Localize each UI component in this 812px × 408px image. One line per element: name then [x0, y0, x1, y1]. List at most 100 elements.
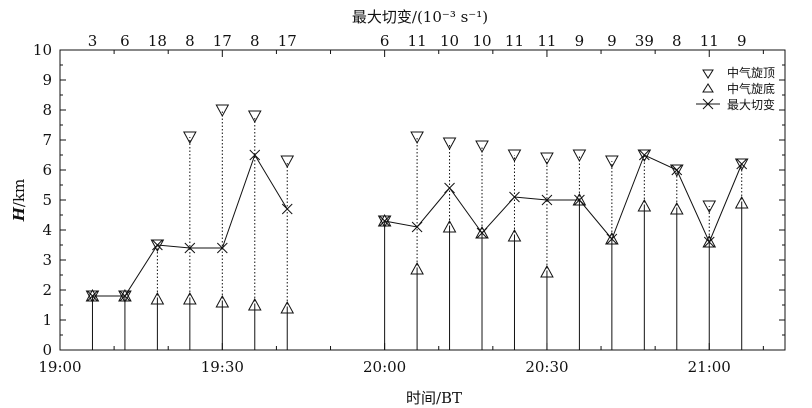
x-axis-label: 时间/BT [406, 389, 462, 407]
shear-marker [87, 290, 98, 302]
shear-marker [476, 227, 488, 239]
bottom-marker [410, 261, 424, 275]
axes-layer [59, 49, 786, 351]
y-tick-label: 10 [33, 41, 52, 59]
plot-frame [59, 49, 786, 351]
max-shear-label: 39 [635, 32, 654, 50]
bottom-marker [377, 213, 392, 227]
max-shear-label: 9 [607, 32, 617, 50]
top-marker [183, 131, 197, 145]
svg-text:H/km: H/km [10, 179, 28, 223]
max-shear-label: 9 [575, 32, 585, 50]
shear-marker [736, 158, 748, 170]
bottom-marker [215, 294, 230, 308]
shear-marker [671, 164, 683, 176]
max-shear-label: 11 [408, 32, 427, 50]
y-axis-label-group: H/km [10, 179, 28, 223]
max-shear-label: 11 [505, 32, 524, 50]
bottom-marker [280, 300, 295, 314]
y-axis-unit: /km [10, 179, 28, 207]
max-shear-label: 17 [213, 32, 232, 50]
legend-item-top: 中气旋顶 [702, 65, 775, 80]
top-marker [442, 137, 457, 151]
bottom-marker [85, 288, 100, 302]
legend-marker-triangle-down [702, 69, 714, 79]
bottom-marker [507, 228, 522, 242]
shear-marker [379, 215, 390, 227]
chart-title: 最大切变/(10⁻³ s⁻¹) [352, 8, 488, 26]
shear-marker [216, 242, 228, 254]
bottom-marker [442, 219, 457, 233]
top-marker [734, 158, 749, 172]
max-shear-label: 17 [278, 32, 297, 50]
legend-marker-triangle-up [702, 83, 714, 93]
shear-marker [703, 236, 715, 248]
x-tick-label: 20:00 [363, 358, 406, 376]
top-marker [637, 149, 652, 163]
top-marker [540, 152, 554, 166]
x-tick-label: 20:30 [525, 358, 568, 376]
max-shear-label: 11 [700, 32, 719, 50]
shear-marker [574, 194, 585, 206]
max-shear-label: 10 [472, 32, 491, 50]
max-shear-label: 6 [380, 32, 390, 50]
bottom-marker [118, 288, 132, 302]
bottom-marker [540, 264, 554, 278]
legend: 中气旋顶 中气旋底 最大切变 [696, 65, 775, 112]
shear-marker [411, 221, 423, 233]
max-shear-label: 11 [537, 32, 556, 50]
shear-marker [444, 182, 455, 194]
bottom-marker [734, 195, 749, 209]
top-marker [669, 164, 684, 178]
bottom-marker [669, 201, 684, 215]
shear-marker [606, 233, 618, 245]
shear-marker [152, 239, 163, 251]
shear-marker [281, 203, 293, 215]
shear-marker [638, 149, 650, 161]
legend-label-top: 中气旋顶 [727, 65, 775, 80]
y-tick-label: 5 [42, 191, 52, 209]
top-marker [475, 140, 489, 154]
max-shear-label: 9 [737, 32, 747, 50]
max-shear-label: 3 [88, 32, 98, 50]
stems-layer [91, 110, 743, 350]
y-tick-label: 0 [42, 341, 52, 359]
top-marker [605, 155, 619, 169]
top-marker [702, 200, 717, 214]
bottom-marker [637, 198, 652, 212]
max-shear-line [384, 154, 743, 244]
bottom-marker [183, 291, 197, 305]
max-shear-label: 10 [440, 32, 459, 50]
shear-marker [119, 290, 131, 302]
shear-marker [184, 242, 196, 254]
max-shear-label: 18 [148, 32, 167, 50]
y-tick-label: 9 [42, 71, 52, 89]
legend-label-bottom: 中气旋底 [727, 81, 775, 96]
legend-item-shear: 最大切变 [696, 97, 775, 112]
legend-label-shear: 最大切变 [727, 97, 775, 112]
bottom-marker [150, 291, 165, 305]
y-tick-label: 4 [42, 221, 52, 239]
x-tick-label: 21:00 [688, 358, 731, 376]
shear-marker [509, 191, 520, 203]
top-marker [280, 155, 295, 169]
top-marker [247, 110, 262, 124]
top-marker [572, 149, 587, 163]
y-tick-label: 8 [42, 101, 52, 119]
x-tick-label: 19:00 [38, 358, 81, 376]
bottom-marker [572, 192, 587, 206]
bottom-marker [605, 231, 619, 245]
top-marker [410, 131, 424, 145]
series-layer [85, 104, 749, 314]
x-tick-label: 19:30 [201, 358, 244, 376]
max-shear-label: 6 [120, 32, 130, 50]
max-shear-label: 8 [672, 32, 682, 50]
y-axis-label: H [10, 206, 28, 222]
legend-item-bottom: 中气旋底 [702, 81, 775, 96]
y-tick-label: 7 [42, 131, 52, 149]
legend-marker-x [702, 98, 714, 110]
y-tick-label: 3 [42, 251, 52, 269]
shear-marker [541, 194, 553, 206]
